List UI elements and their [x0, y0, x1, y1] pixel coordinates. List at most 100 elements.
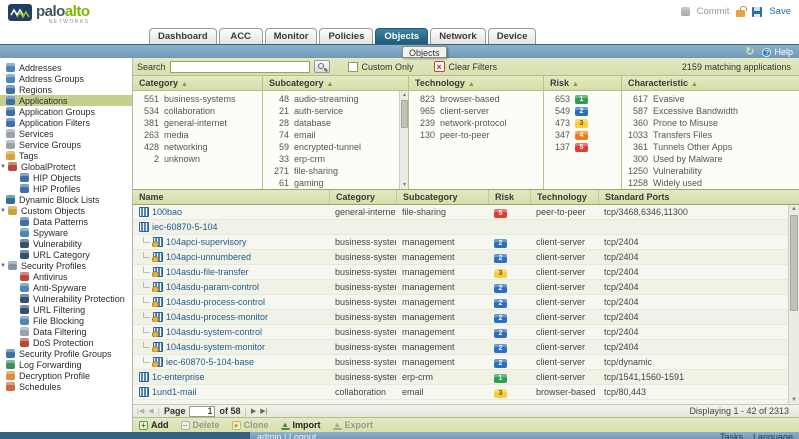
filter-item[interactable]: 361 Tunnels Other Apps [622, 141, 799, 153]
sidebar-item-spyware[interactable]: Spyware [0, 227, 132, 238]
application-name-link[interactable]: iec-60870-5-104-base [166, 357, 255, 367]
sidebar-item-dynamic-block-lists[interactable]: Dynamic Block Lists [0, 194, 132, 205]
table-row[interactable]: 104asdu-process-control business-systems m… [133, 295, 788, 310]
tab-objects[interactable]: Objects [375, 28, 429, 44]
tab-policies[interactable]: Policies [319, 28, 374, 44]
column-header-subcategory[interactable]: Subcategory [396, 190, 488, 204]
filter-item[interactable]: 965 client-server [409, 105, 543, 117]
filter-item[interactable]: 239 network-protocol [409, 117, 543, 129]
application-name-link[interactable]: 104apci-supervisory [166, 237, 247, 247]
application-name-link[interactable]: 1c-enterprise [152, 372, 205, 382]
table-row[interactable]: iec-60870-5-104 [133, 220, 788, 235]
custom-only-checkbox[interactable] [347, 61, 358, 72]
table-row[interactable]: 1und1-mail collaboration email 3 browser-bas… [133, 385, 788, 400]
scroll-down-icon[interactable]: ▼ [402, 182, 407, 188]
tasks-link[interactable]: Tasks [719, 432, 743, 439]
filter-item[interactable]: 1258 Widely used [622, 177, 799, 189]
sidebar-item-url-filtering[interactable]: URL Filtering [0, 304, 132, 315]
clear-filters-label[interactable]: Clear Filters [448, 61, 498, 72]
sidebar-item-security-profiles[interactable]: ▼ Security Profiles [0, 260, 132, 271]
sidebar-item-vulnerability[interactable]: Vulnerability [0, 238, 132, 249]
sidebar-item-tags[interactable]: Tags [0, 150, 132, 161]
tab-network[interactable]: Network [430, 28, 486, 44]
filter-column-header[interactable]: Subcategory ▲ [263, 76, 408, 91]
sidebar-item-data-filtering[interactable]: Data Filtering [0, 326, 132, 337]
table-row[interactable]: 104apci-unnumbered business-systems manage… [133, 250, 788, 265]
sidebar-item-antivirus[interactable]: Antivirus [0, 271, 132, 282]
filter-item[interactable]: 1250 Vulnerability [622, 165, 799, 177]
sidebar-item-file-blocking[interactable]: File Blocking [0, 315, 132, 326]
sidebar-item-application-filters[interactable]: Application Filters [0, 117, 132, 128]
sidebar-item-regions[interactable]: Regions [0, 84, 132, 95]
sidebar-item-service-groups[interactable]: Service Groups [0, 139, 132, 150]
clone-button[interactable]: ● Clone [231, 420, 269, 430]
sidebar-item-security-profile-groups[interactable]: Security Profile Groups [0, 348, 132, 359]
table-row[interactable]: 104asdu-param-control business-systems man… [133, 280, 788, 295]
table-row[interactable]: 104apci-supervisory business-systems manag… [133, 235, 788, 250]
filter-item[interactable]: 360 Prone to Misuse [622, 117, 799, 129]
column-header-standard-ports[interactable]: Standard Ports [598, 190, 788, 204]
application-name-link[interactable]: 104asdu-param-control [166, 282, 260, 292]
commit-button[interactable]: Commit [696, 6, 730, 17]
tab-device[interactable]: Device [487, 28, 537, 44]
filter-item[interactable]: 61 gaming [263, 177, 408, 189]
last-page-button[interactable]: ▶| [260, 408, 268, 415]
admin-logout-links[interactable]: admin | Logout [257, 432, 317, 439]
sidebar-item-addresses[interactable]: Addresses [0, 62, 132, 73]
column-header-risk[interactable]: Risk [488, 190, 530, 204]
filter-item[interactable]: 21 auth-service [263, 105, 408, 117]
application-name-link[interactable]: 104asdu-file-transfer [166, 267, 249, 277]
filter-item[interactable]: 551 business-systems [133, 93, 262, 105]
page-number-input[interactable] [189, 405, 216, 417]
clear-filters-icon[interactable]: × [433, 61, 445, 72]
scrollbar-thumb[interactable] [401, 100, 408, 128]
import-button[interactable]: ▲ Import [280, 419, 321, 430]
save-button[interactable]: Save [769, 6, 791, 17]
sidebar-item-dos-protection[interactable]: DoS Protection [0, 337, 132, 348]
application-name-link[interactable]: 104asdu-process-monitor [166, 312, 269, 322]
filter-item[interactable]: 549 2 [544, 105, 621, 117]
application-name-link[interactable]: iec-60870-5-104 [152, 222, 218, 232]
search-icon[interactable] [313, 60, 330, 73]
unlock-icon[interactable] [736, 9, 746, 17]
prev-page-button[interactable]: ◀ [148, 408, 154, 415]
filter-column-header[interactable]: Risk ▲ [544, 76, 621, 91]
sidebar-item-hip-profiles[interactable]: HIP Profiles [0, 183, 132, 194]
scrollbar-thumb[interactable] [790, 215, 798, 311]
filter-item[interactable]: 271 file-sharing [263, 165, 408, 177]
expander-icon[interactable]: ▼ [0, 262, 6, 269]
delete-button[interactable]: − Delete [180, 420, 220, 430]
language-link[interactable]: Language [752, 432, 793, 439]
application-name-link[interactable]: 104apci-unnumbered [166, 252, 252, 262]
sidebar-item-custom-objects[interactable]: ▼ Custom Objects [0, 205, 132, 216]
next-page-button[interactable]: ▶ [250, 408, 257, 415]
help-button[interactable]: ? Help [762, 47, 793, 57]
filter-item[interactable]: 74 email [263, 129, 408, 141]
filter-item[interactable]: 428 networking [133, 141, 262, 153]
filter-item[interactable]: 59 encrypted-tunnel [263, 141, 408, 153]
sidebar-item-schedules[interactable]: Schedules [0, 381, 132, 392]
tab-monitor[interactable]: Monitor [264, 28, 318, 44]
filter-item[interactable]: 48 audio-streaming [263, 93, 408, 105]
filter-item[interactable]: 28 database [263, 117, 408, 129]
add-button[interactable]: + Add [139, 420, 169, 430]
filter-item[interactable]: 137 5 [544, 141, 621, 153]
tab-acc[interactable]: ACC [218, 28, 263, 44]
filter-item[interactable]: 1033 Transfers Files [622, 129, 799, 141]
scroll-up-icon[interactable]: ▲ [402, 92, 407, 98]
sidebar-item-vulnerability-protection[interactable]: Vulnerability Protection [0, 293, 132, 304]
application-name-link[interactable]: 104asdu-system-control [166, 327, 263, 337]
export-button[interactable]: ▲ Export [332, 419, 374, 430]
sidebar-item-url-category[interactable]: URL Category [0, 249, 132, 260]
table-row[interactable]: 104asdu-system-control business-systems ma… [133, 325, 788, 340]
sidebar-item-globalprotect[interactable]: ▼ GlobalProtect [0, 161, 132, 172]
application-name-link[interactable]: 104asdu-system-monitor [166, 342, 266, 352]
filter-item[interactable]: 130 peer-to-peer [409, 129, 543, 141]
filter-scrollbar[interactable]: ▲ ▼ [399, 91, 408, 189]
sidebar-item-applications[interactable]: Applications [0, 95, 132, 106]
filter-item[interactable]: 617 Evasive [622, 93, 799, 105]
table-row[interactable]: iec-60870-5-104-base business-systems mana… [133, 355, 788, 370]
filter-item[interactable]: 33 erp-crm [263, 153, 408, 165]
sidebar-item-hip-objects[interactable]: HIP Objects [0, 172, 132, 183]
filter-item[interactable]: 263 media [133, 129, 262, 141]
